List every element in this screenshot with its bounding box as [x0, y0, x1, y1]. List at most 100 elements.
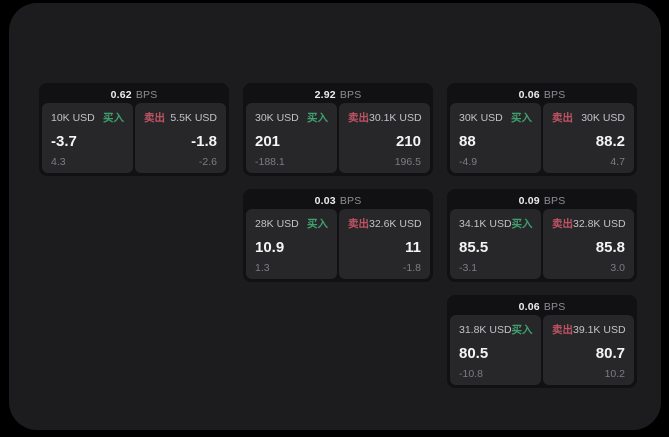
sell-label: 卖出: [348, 218, 369, 230]
bps-value: 0.62: [110, 88, 132, 101]
buy-amount: 28K USD: [255, 217, 299, 230]
sell-price: -1.8: [191, 132, 217, 150]
quote-tiles: 30K USD 买入 201 -188.1 卖出 30.1K USD 210 1…: [246, 103, 430, 173]
quote-tiles: 28K USD 买入 10.9 1.3 卖出 32.6K USD 11 -1.8: [246, 209, 430, 279]
buy-tile-header: 10K USD 买入: [51, 110, 124, 125]
sell-delta: -1.8: [402, 261, 421, 274]
sell-price: 85.8: [595, 238, 625, 256]
buy-price: 201: [255, 132, 281, 150]
sell-tile[interactable]: 卖出 30.1K USD 210 196.5: [339, 103, 430, 173]
quote-card: 0.09 BPS 34.1K USD 买入 85.5 -3.1 卖出 32.8K…: [447, 189, 637, 282]
sell-price: 88.2: [595, 132, 625, 150]
quote-card: 0.62 BPS 10K USD 买入 -3.7 4.3 卖出 5.5K USD…: [39, 83, 229, 176]
sell-amount: 32.8K USD: [573, 217, 626, 230]
buy-price: 10.9: [255, 238, 285, 256]
buy-label: 买入: [103, 112, 124, 124]
sell-tile[interactable]: 卖出 30K USD 88.2 4.7: [543, 103, 634, 173]
sell-tile[interactable]: 卖出 32.8K USD 85.8 3.0: [543, 209, 634, 279]
buy-delta: 1.3: [255, 261, 270, 274]
buy-tile-header: 30K USD 买入: [255, 110, 328, 125]
quote-tiles: 31.8K USD 买入 80.5 -10.8 卖出 39.1K USD 80.…: [450, 315, 634, 385]
sell-amount: 30K USD: [581, 111, 625, 124]
buy-price: 80.5: [459, 344, 489, 362]
quote-tiles: 10K USD 买入 -3.7 4.3 卖出 5.5K USD -1.8 -2.…: [42, 103, 226, 173]
buy-label: 买入: [511, 112, 532, 124]
buy-tile[interactable]: 30K USD 买入 88 -4.9: [450, 103, 541, 173]
buy-price: 85.5: [459, 238, 489, 256]
bps-unit-label: BPS: [543, 194, 566, 207]
sell-price: 11: [405, 238, 421, 256]
sell-label: 卖出: [552, 324, 573, 336]
sell-tile[interactable]: 卖出 32.6K USD 11 -1.8: [339, 209, 430, 279]
card-header: 2.92 BPS: [246, 86, 430, 103]
sell-tile-header: 卖出 39.1K USD: [552, 322, 626, 337]
bps-value: 0.06: [518, 88, 540, 101]
card-header: 0.03 BPS: [246, 192, 430, 209]
quote-card: 2.92 BPS 30K USD 买入 201 -188.1 卖出 30.1K …: [243, 83, 433, 176]
bps-value: 2.92: [314, 88, 336, 101]
quote-tiles: 30K USD 买入 88 -4.9 卖出 30K USD 88.2 4.7: [450, 103, 634, 173]
card-header: 0.06 BPS: [450, 298, 634, 315]
sell-label: 卖出: [144, 112, 165, 124]
sell-tile-header: 卖出 30K USD: [552, 110, 625, 125]
bps-value: 0.09: [518, 194, 540, 207]
sell-tile-header: 卖出 32.6K USD: [348, 216, 422, 231]
sell-delta: -2.6: [198, 155, 217, 168]
sell-delta: 4.7: [610, 155, 625, 168]
quote-card: 0.06 BPS 30K USD 买入 88 -4.9 卖出 30K USD 8…: [447, 83, 637, 176]
buy-tile[interactable]: 10K USD 买入 -3.7 4.3: [42, 103, 133, 173]
quote-tiles: 34.1K USD 买入 85.5 -3.1 卖出 32.8K USD 85.8…: [450, 209, 634, 279]
buy-amount: 30K USD: [459, 111, 503, 124]
buy-tile[interactable]: 28K USD 买入 10.9 1.3: [246, 209, 337, 279]
bps-value: 0.06: [518, 300, 540, 313]
buy-delta: -4.9: [459, 155, 478, 168]
buy-price: -3.7: [51, 132, 77, 150]
buy-delta: -3.1: [459, 261, 478, 274]
sell-tile[interactable]: 卖出 39.1K USD 80.7 10.2: [543, 315, 634, 385]
sell-amount: 30.1K USD: [369, 111, 422, 124]
sell-delta: 10.2: [604, 367, 625, 380]
sell-amount: 39.1K USD: [573, 323, 626, 336]
buy-label: 买入: [511, 324, 533, 336]
card-header: 0.06 BPS: [450, 86, 634, 103]
bps-unit-label: BPS: [339, 194, 362, 207]
card-header: 0.09 BPS: [450, 192, 634, 209]
buy-delta: -188.1: [255, 155, 285, 168]
buy-delta: -10.8: [459, 367, 483, 380]
sell-delta: 196.5: [394, 155, 421, 168]
sell-tile-header: 卖出 30.1K USD: [348, 110, 422, 125]
buy-amount: 34.1K USD: [459, 217, 512, 230]
sell-delta: 3.0: [610, 261, 625, 274]
sell-price: 210: [395, 132, 421, 150]
sell-label: 卖出: [348, 112, 369, 124]
sell-label: 卖出: [552, 218, 573, 230]
bps-unit-label: BPS: [543, 300, 566, 313]
quote-card: 0.06 BPS 31.8K USD 买入 80.5 -10.8 卖出 39.1…: [447, 295, 637, 388]
buy-tile-header: 34.1K USD 买入: [459, 216, 533, 231]
buy-delta: 4.3: [51, 155, 66, 168]
bps-unit-label: BPS: [339, 88, 362, 101]
buy-amount: 10K USD: [51, 111, 95, 124]
buy-tile[interactable]: 34.1K USD 买入 85.5 -3.1: [450, 209, 541, 279]
buy-label: 买入: [307, 218, 328, 230]
sell-amount: 5.5K USD: [170, 111, 217, 124]
sell-amount: 32.6K USD: [369, 217, 422, 230]
sell-tile-header: 卖出 5.5K USD: [144, 110, 217, 125]
sell-tile[interactable]: 卖出 5.5K USD -1.8 -2.6: [135, 103, 226, 173]
bps-unit-label: BPS: [543, 88, 566, 101]
sell-price: 80.7: [595, 344, 625, 362]
buy-tile[interactable]: 30K USD 买入 201 -188.1: [246, 103, 337, 173]
bps-unit-label: BPS: [135, 88, 158, 101]
quote-card-grid: 0.62 BPS 10K USD 买入 -3.7 4.3 卖出 5.5K USD…: [39, 83, 637, 388]
buy-tile[interactable]: 31.8K USD 买入 80.5 -10.8: [450, 315, 541, 385]
sell-tile-header: 卖出 32.8K USD: [552, 216, 626, 231]
buy-tile-header: 31.8K USD 买入: [459, 322, 533, 337]
buy-tile-header: 28K USD 买入: [255, 216, 328, 231]
buy-label: 买入: [307, 112, 328, 124]
buy-label: 买入: [511, 218, 533, 230]
quote-card: 0.03 BPS 28K USD 买入 10.9 1.3 卖出 32.6K US…: [243, 189, 433, 282]
sell-label: 卖出: [552, 112, 573, 124]
buy-tile-header: 30K USD 买入: [459, 110, 532, 125]
buy-price: 88: [459, 132, 476, 150]
buy-amount: 31.8K USD: [459, 323, 512, 336]
